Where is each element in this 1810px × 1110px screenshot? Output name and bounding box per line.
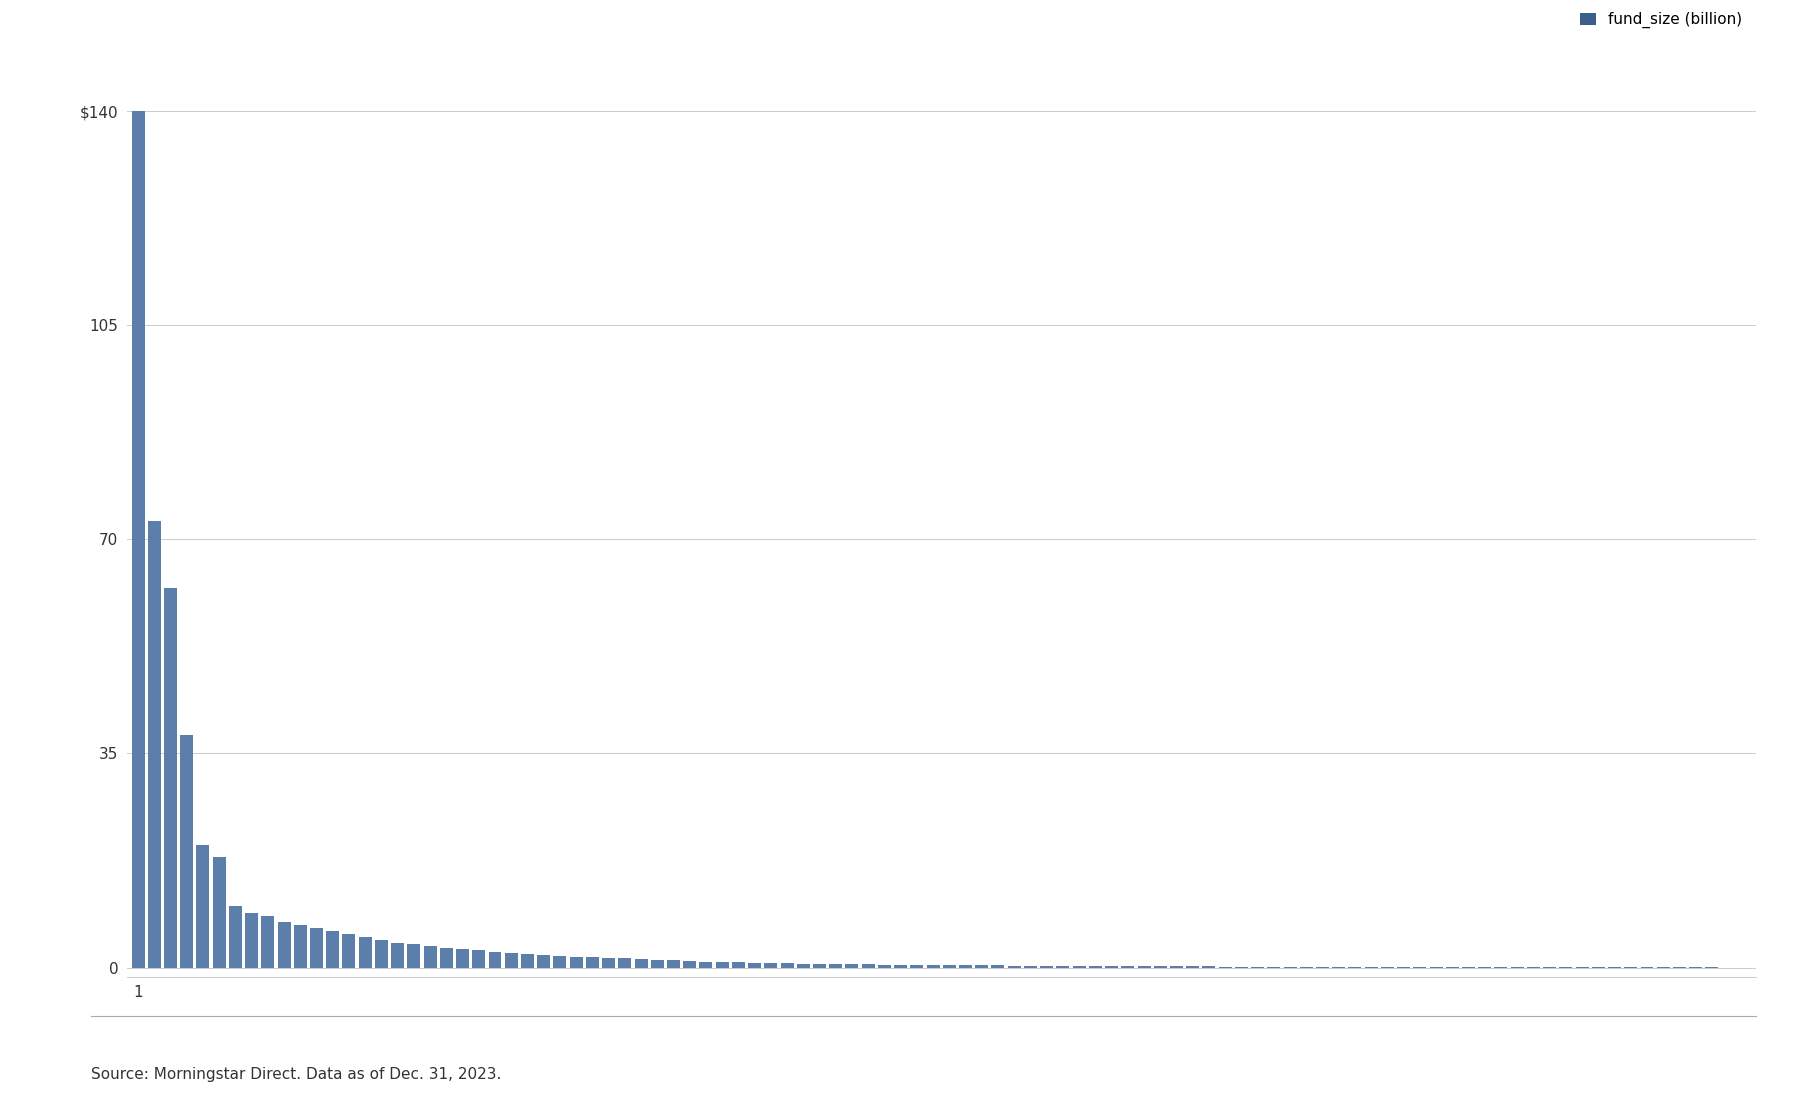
Bar (845, 965, 858, 968)
Bar (489, 951, 501, 968)
Bar (796, 963, 809, 968)
Bar (699, 961, 713, 968)
Bar (148, 521, 161, 968)
Bar (862, 965, 874, 968)
Bar (326, 931, 338, 968)
Bar (165, 588, 177, 968)
Bar (228, 907, 243, 968)
Bar (424, 946, 436, 968)
Bar (731, 962, 746, 968)
Bar (764, 963, 776, 968)
Bar (682, 961, 697, 968)
Bar (1137, 966, 1151, 968)
Bar (1202, 967, 1215, 968)
Bar (878, 965, 891, 968)
Bar (214, 858, 226, 968)
Bar (1090, 966, 1102, 968)
Bar (748, 962, 760, 968)
Bar (603, 958, 615, 968)
Bar (538, 956, 550, 968)
Bar (635, 959, 648, 968)
Bar (715, 962, 729, 968)
Bar (375, 940, 387, 968)
Bar (1024, 966, 1037, 968)
Bar (1057, 966, 1070, 968)
Bar (358, 937, 371, 968)
Bar (472, 950, 485, 968)
Bar (959, 966, 972, 968)
Bar (976, 966, 988, 968)
Bar (407, 945, 420, 968)
Bar (927, 965, 939, 968)
Bar (244, 912, 259, 968)
Bar (780, 963, 793, 968)
Bar (261, 916, 275, 968)
Bar (570, 957, 583, 968)
Bar (1153, 967, 1167, 968)
Bar (829, 963, 842, 968)
Text: Source: Morningstar Direct. Data as of Dec. 31, 2023.: Source: Morningstar Direct. Data as of D… (90, 1067, 501, 1082)
Bar (310, 928, 322, 968)
Bar (943, 965, 956, 968)
Bar (277, 921, 291, 968)
Bar (521, 955, 534, 968)
Bar (652, 960, 664, 968)
Bar (554, 956, 567, 968)
Legend: fund_size (billion): fund_size (billion) (1575, 6, 1748, 34)
Bar (440, 948, 452, 968)
Bar (619, 958, 632, 968)
Bar (1106, 966, 1119, 968)
Bar (1008, 966, 1021, 968)
Bar (132, 111, 145, 968)
Bar (813, 963, 825, 968)
Bar (1122, 966, 1135, 968)
Bar (342, 934, 355, 968)
Bar (910, 965, 923, 968)
Bar (992, 966, 1005, 968)
Bar (586, 957, 599, 968)
Bar (1186, 967, 1200, 968)
Bar (456, 949, 469, 968)
Bar (293, 925, 308, 968)
Bar (391, 944, 404, 968)
Bar (1169, 967, 1184, 968)
Bar (181, 735, 194, 968)
Bar (668, 960, 681, 968)
Bar (505, 953, 518, 968)
Bar (894, 965, 907, 968)
Bar (1041, 966, 1053, 968)
Bar (197, 845, 210, 968)
Bar (1073, 966, 1086, 968)
